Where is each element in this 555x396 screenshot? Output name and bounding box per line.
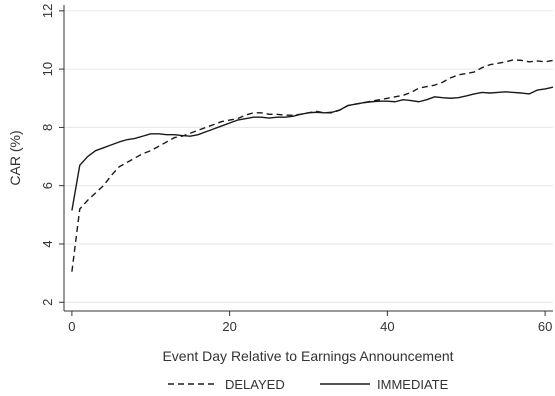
x-tick-label: 40 [380, 319, 394, 334]
series-layer [71, 59, 554, 272]
ticks-layer: 2 4 6 8 10 12 0 20 40 60 [40, 4, 552, 334]
legend-label-immediate: IMMEDIATE [377, 377, 449, 392]
y-tick-label: 2 [40, 299, 55, 306]
x-tick-label: 20 [222, 319, 236, 334]
y-tick-label: 4 [40, 240, 55, 247]
y-tick-label: 8 [40, 124, 55, 131]
series-line-immediate [71, 86, 554, 211]
legend: DELAYED IMMEDIATE [168, 377, 449, 392]
x-tick-label: 60 [538, 319, 552, 334]
y-tick-label: 6 [40, 182, 55, 189]
y-axis-title: CAR (%) [7, 130, 23, 185]
x-axis-title: Event Day Relative to Earnings Announcem… [162, 348, 453, 364]
legend-label-delayed: DELAYED [225, 377, 285, 392]
x-tick-label: 0 [68, 319, 75, 334]
axes-layer [63, 5, 553, 312]
series-line-delayed [71, 59, 554, 272]
grid-layer [64, 10, 553, 303]
y-tick-label: 12 [40, 4, 55, 18]
y-tick-label: 10 [40, 62, 55, 76]
